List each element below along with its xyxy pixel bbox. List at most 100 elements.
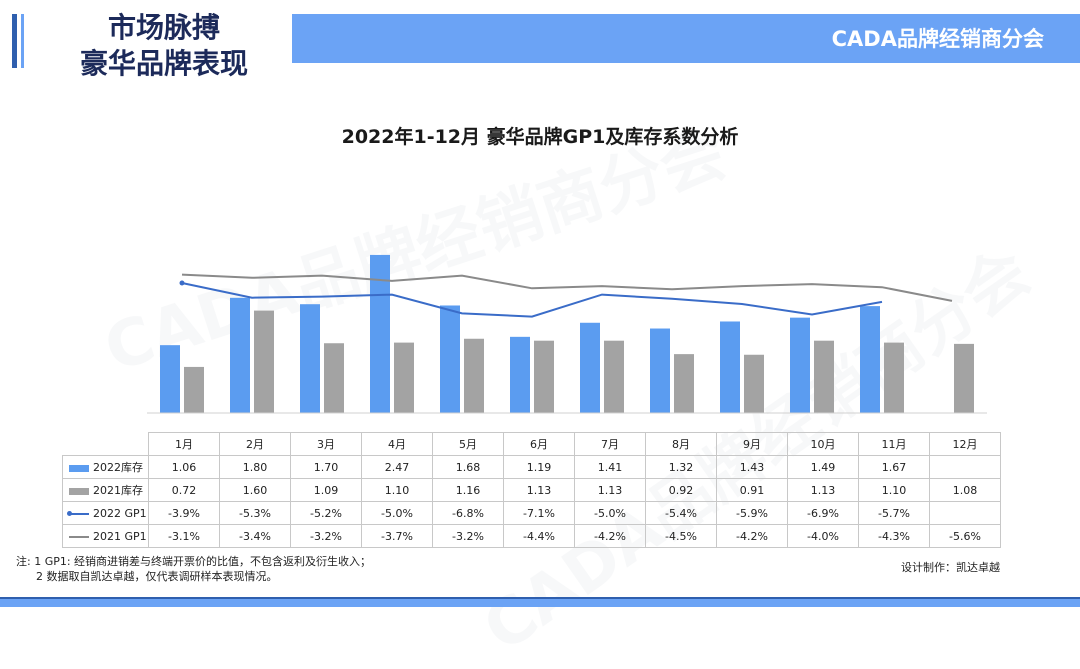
header-banner [292,14,1080,63]
table-cell: 2.47 [361,455,433,479]
bar-2022-inventory [510,336,530,413]
bar-2022-inventory [650,328,670,413]
table-cell: 1.80 [219,455,291,479]
table-cell: 1.43 [716,455,788,479]
table-cell: -4.4% [503,524,575,548]
table-cell: 1.16 [432,478,504,502]
table-month-header: 7月 [574,432,646,456]
table-cell: 1.06 [148,455,220,479]
bar-2021-inventory [744,354,764,413]
table-cell: -4.0% [787,524,859,548]
legend-bar-swatch [69,464,89,472]
bar-2021-inventory [674,354,694,413]
footnote: 注: 1 GP1: 经销商进销差与终端开票价的比值，不包含返利及衍生收入； 2 … [16,554,371,584]
table-cell: -3.1% [148,524,220,548]
table-row: 2022 GP1 -3.9% -5.3% -5.2% -5.0% -6.8% -7.1% -5… [62,501,1001,525]
table-cell: 0.91 [716,478,788,502]
table-cell: 0.92 [645,478,717,502]
table-cell: 1.09 [290,478,362,502]
table-cell: -6.9% [787,501,859,525]
page-title-line2: 豪华品牌表现 [79,47,248,80]
bar-2022-inventory [160,345,180,413]
credit: 设计制作：凯达卓越 [901,561,1000,574]
table-cell: -5.0% [574,501,646,525]
table-cell: -4.3% [858,524,930,548]
table-month-header: 1月 [148,432,220,456]
bar-2021-inventory [604,340,624,413]
table-cell: -5.2% [290,501,362,525]
legend-line-swatch [69,535,89,538]
table-cell [929,501,1001,525]
bar-2022-inventory [230,297,250,413]
footnote-line2: 2 数据取自凯达卓越，仅代表调研样本表现情况。 [36,570,278,583]
title-accent-bar [12,14,17,68]
table-row: 2021 GP1 -3.1% -3.4% -3.2% -3.7% -3.2% -4.4% -4… [62,524,1001,548]
series-legend: 2022 GP1 [62,501,149,525]
series-name: 2021 GP1 [93,529,147,543]
title-accent-bar-light [21,14,24,68]
series-name: 2022 GP1 [93,506,147,520]
table-cell: 1.08 [929,478,1001,502]
table-cell: 1.13 [574,478,646,502]
series-legend: 2021 GP1 [62,524,149,548]
table-month-header: 3月 [290,432,362,456]
table-cell: -7.1% [503,501,575,525]
table-month-header: 10月 [787,432,859,456]
footer-line [0,597,1080,599]
bar-2021-inventory [534,340,554,413]
bar-2021-inventory [464,338,484,413]
chart-title: 2022年1-12月 豪华品牌GP1及库存系数分析 [341,126,739,148]
org-name: CADA品牌经销商分会 [831,27,1044,51]
table-cell: -3.2% [432,524,504,548]
table-month-header: 8月 [645,432,717,456]
page-title-line1: 市场脉搏 [107,11,220,44]
table-cell: -3.9% [148,501,220,525]
table-cell: 1.19 [503,455,575,479]
series-name: 2021库存 [93,484,143,497]
table-cell: -3.2% [290,524,362,548]
bar-2021-inventory [324,343,344,413]
table-cell: -4.2% [574,524,646,548]
bar-2022-inventory [860,306,880,413]
series-name: 2022库存 [93,461,143,474]
chart-plot [147,254,987,414]
table-cell: -3.7% [361,524,433,548]
table-cell: 1.10 [858,478,930,502]
table-cell: -5.6% [929,524,1001,548]
table-cell: 1.13 [787,478,859,502]
table-cell: 1.67 [858,455,930,479]
table-cell: -4.2% [716,524,788,548]
table-cell: -5.3% [219,501,291,525]
table-row: 2022库存 1.06 1.80 1.70 2.47 1.68 1.19 1.41 1.32 1.… [62,455,1001,479]
series-legend: 2021库存 [62,478,149,502]
legend-line-swatch [67,510,89,516]
bar-2021-inventory [254,310,274,413]
bar-2021-inventory [394,342,414,413]
table-cell: -3.4% [219,524,291,548]
table-cell: 1.49 [787,455,859,479]
table-row: 2021库存 0.72 1.60 1.09 1.10 1.16 1.13 1.13 0.92 0.… [62,478,1001,502]
table-month-header: 6月 [503,432,575,456]
table-cell: 0.72 [148,478,220,502]
table-month-header: 9月 [716,432,788,456]
table-cell: -5.0% [361,501,433,525]
bar-2021-inventory [884,342,904,413]
bar-2021-inventory [954,343,974,413]
table-cell: -4.5% [645,524,717,548]
footnote-line1: 注: 1 GP1: 经销商进销差与终端开票价的比值，不包含返利及衍生收入； [16,555,372,568]
table-cell [929,455,1001,479]
table-cell: 1.32 [645,455,717,479]
data-table: 1月 2月 3月 4月 5月 6月 7月 8月 9月 10月 11月 12月 2022库存 1.06 1.8… [62,432,1001,548]
table-month-header: 5月 [432,432,504,456]
table-cell: -6.8% [432,501,504,525]
legend-bar-swatch [69,487,89,495]
bar-2021-inventory [184,366,204,413]
table-month-header: 4月 [361,432,433,456]
line-2022-gp1 [181,282,883,318]
line-2022-gp1-marker [179,280,185,286]
series-legend: 2022库存 [62,455,149,479]
bar-2022-inventory [300,304,320,413]
table-cell: 1.68 [432,455,504,479]
table-cell: -5.4% [645,501,717,525]
table-month-header: 2月 [219,432,291,456]
